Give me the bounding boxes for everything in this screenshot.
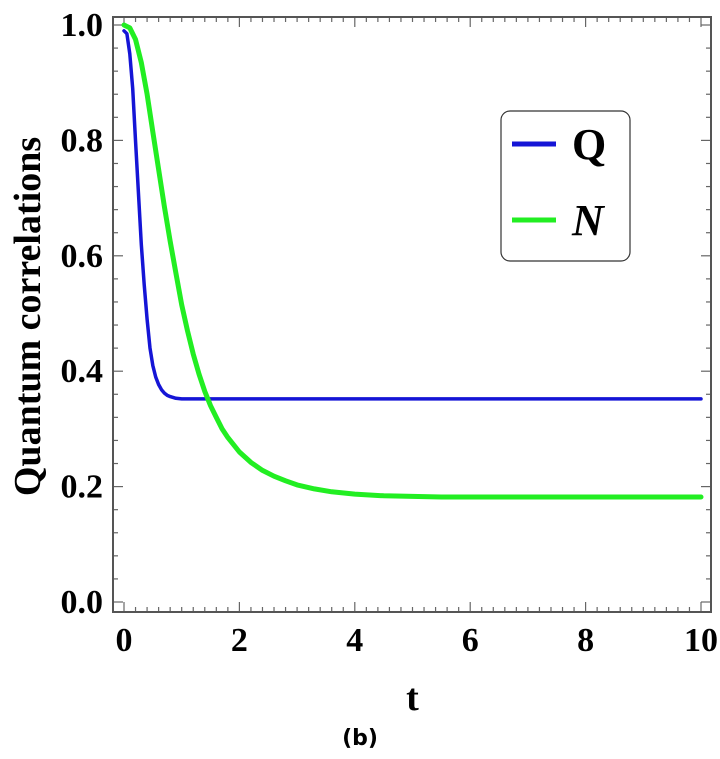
legend-box [500,110,631,262]
y-tick-label: 0.0 [61,584,104,621]
x-tick-label: 6 [462,622,479,659]
x-tick-label: 2 [231,622,248,659]
x-tick-label: 0 [116,622,133,659]
chart: 0 2 4 6 8 10 0.0 0.2 0.4 0.6 0.8 1.0 t Quantum cor… [7,7,719,719]
x-tick-labels: 0 2 4 6 8 10 [116,622,719,659]
x-tick-label: 8 [577,622,594,659]
x-axis-title: t [406,677,419,719]
legend: Q N [500,110,631,262]
y-tick-label: 0.8 [61,122,104,159]
tick-marks [113,17,711,612]
x-tick-label: 10 [684,622,718,659]
y-axis-title: Quantum correlations [7,137,49,496]
y-tick-labels: 0.0 0.2 0.4 0.6 0.8 1.0 [61,7,104,621]
series-line-n [121,22,704,500]
figure-caption: (b) [342,726,378,751]
y-tick-label: 0.4 [61,353,104,390]
plot-frame [112,16,712,613]
series-line-q [122,29,703,401]
y-tick-label: 0.6 [61,238,104,275]
legend-label-n: N [571,196,606,245]
y-tick-label: 0.2 [61,469,104,506]
legend-label-q: Q [572,120,606,169]
x-tick-label: 4 [346,622,363,659]
y-tick-label: 1.0 [61,7,104,44]
series-lines [121,22,704,500]
